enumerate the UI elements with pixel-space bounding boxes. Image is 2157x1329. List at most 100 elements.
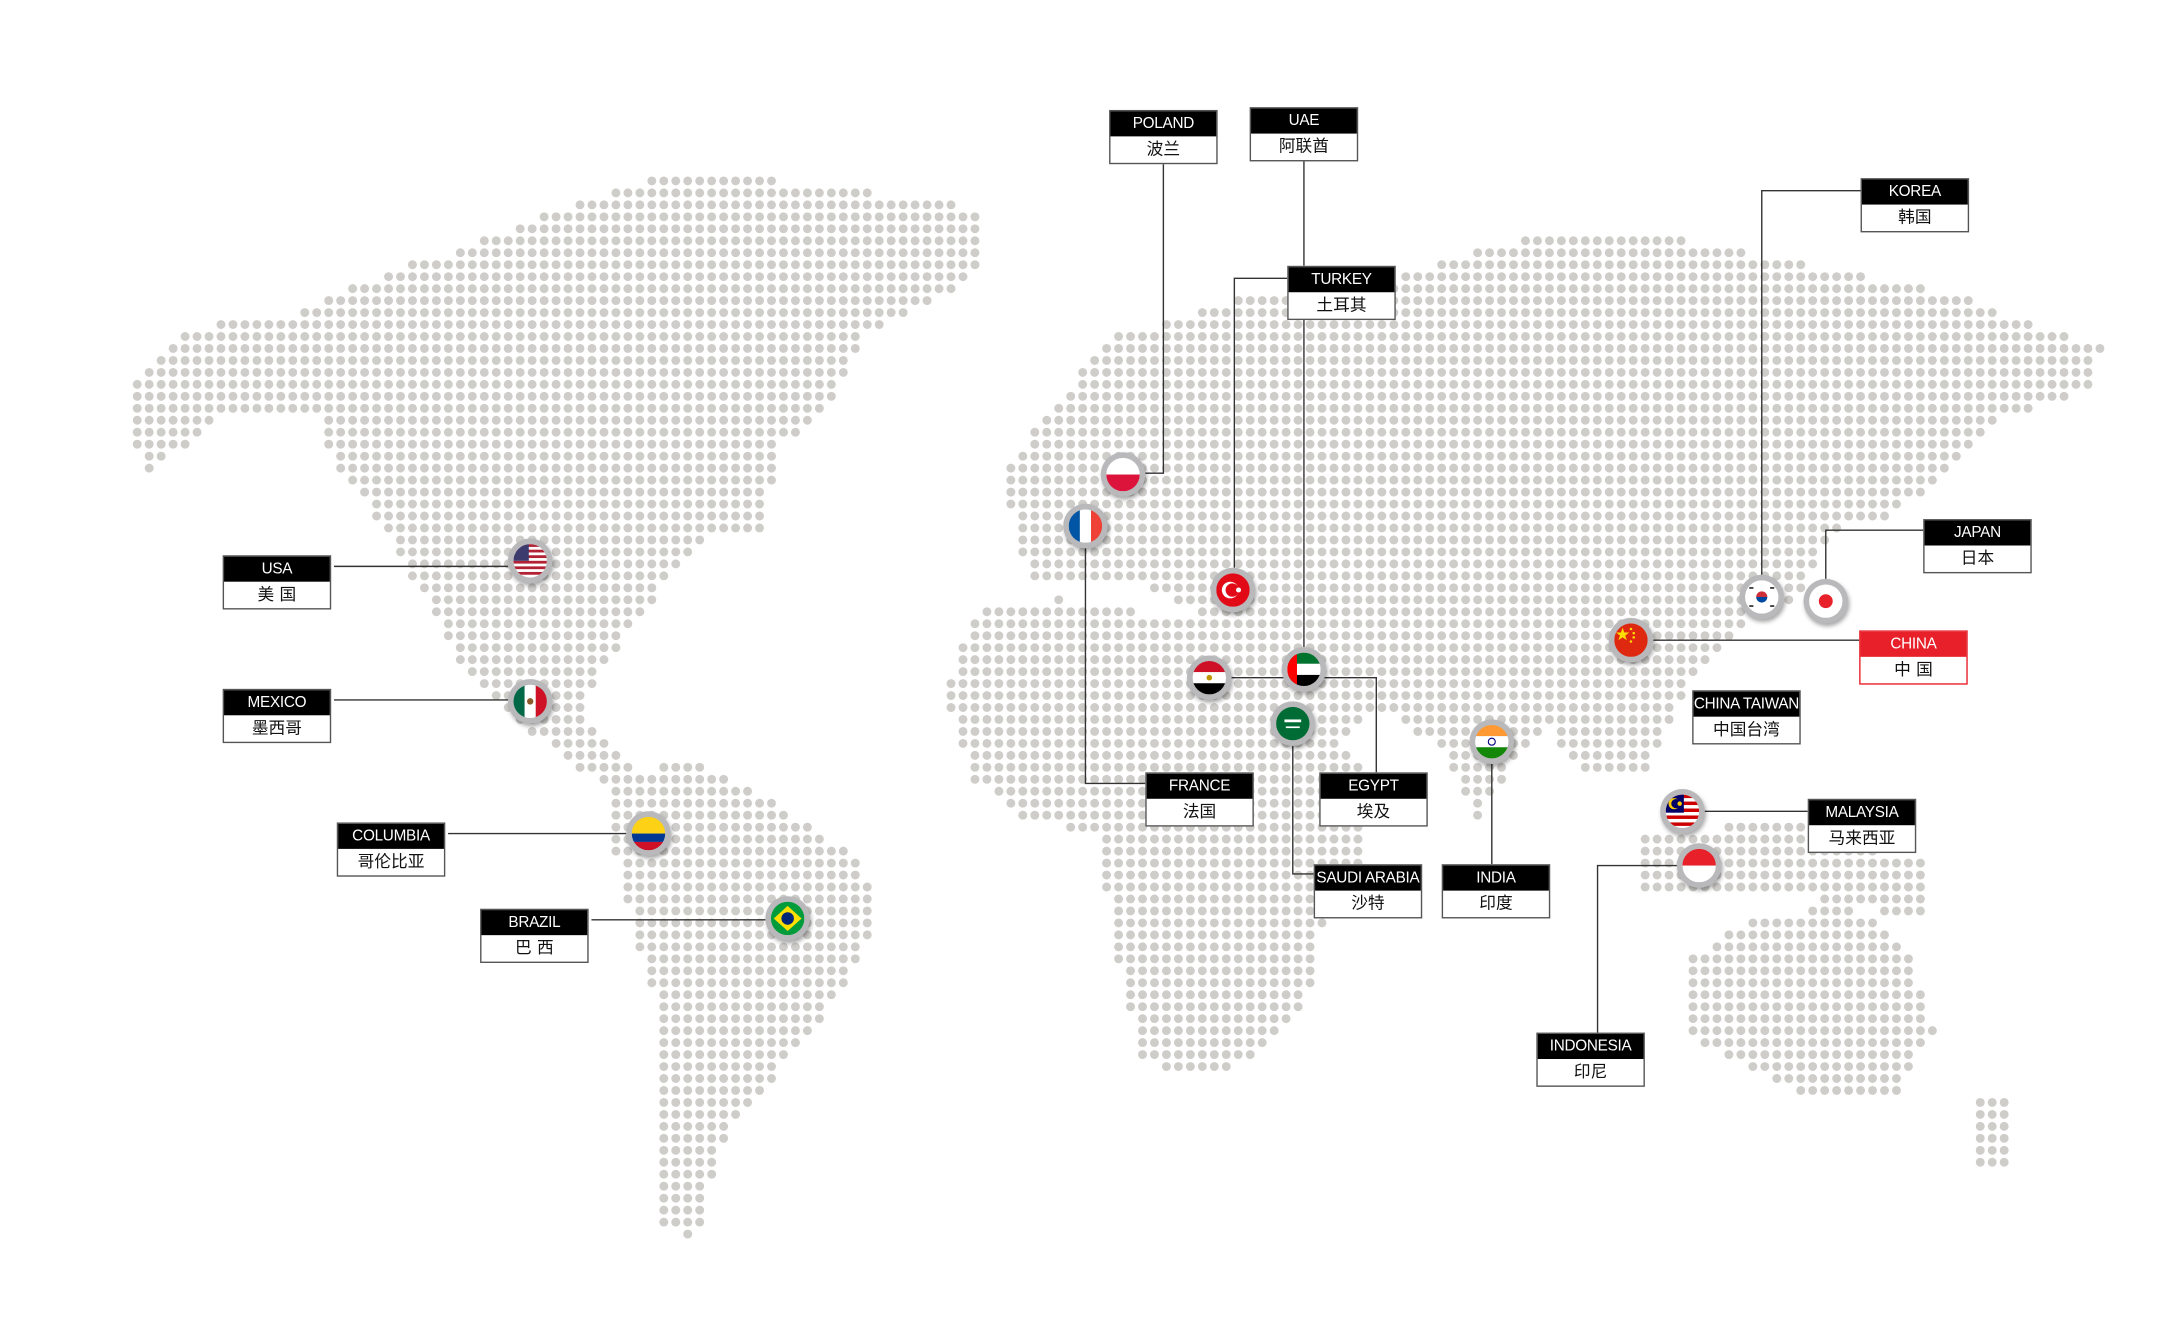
map-dot <box>384 272 393 282</box>
map-dot <box>1724 296 1734 306</box>
map-dot <box>707 296 717 306</box>
map-dot <box>946 236 956 246</box>
map-dot <box>1233 296 1243 306</box>
map-dot <box>922 212 932 222</box>
map-dot <box>707 176 717 186</box>
map-dot <box>1808 296 1818 306</box>
map-dot <box>790 236 800 246</box>
map-dot <box>862 296 872 306</box>
map-dot <box>324 296 334 306</box>
map-dot <box>755 284 764 294</box>
map-dot <box>695 212 705 222</box>
map-dot <box>695 260 705 270</box>
map-dot <box>922 200 932 210</box>
map-dot <box>1724 272 1734 282</box>
map-dot <box>539 260 549 270</box>
map-dot <box>647 284 657 294</box>
map-dot <box>826 284 836 294</box>
map-dot <box>683 248 693 258</box>
map-dot <box>1532 236 1542 246</box>
map-dot <box>838 188 848 198</box>
map-dot <box>503 260 513 270</box>
map-dot <box>372 296 382 306</box>
map-dot <box>1401 296 1411 306</box>
map-dot <box>1580 272 1590 282</box>
map-dot <box>910 224 920 234</box>
map-dot <box>599 284 609 294</box>
map-dot <box>790 188 800 198</box>
map-dot <box>1556 260 1566 270</box>
map-dot <box>1640 236 1650 246</box>
map-dot <box>419 284 429 294</box>
map-dot <box>1712 272 1722 282</box>
map-dot <box>970 224 980 234</box>
map-dot <box>396 272 405 282</box>
map-dot <box>1628 236 1638 246</box>
map-dot <box>826 260 836 270</box>
map-dot <box>527 224 537 234</box>
map-dot <box>826 224 836 234</box>
map-dot <box>850 284 860 294</box>
map-dot <box>419 272 429 282</box>
map-dot <box>1616 260 1626 270</box>
map-dot <box>515 308 525 318</box>
map-dot <box>611 284 621 294</box>
map-dot <box>1700 260 1710 270</box>
map-dot <box>539 248 549 258</box>
map-dot <box>862 248 872 258</box>
map-dot <box>946 284 956 294</box>
map-dot <box>1461 296 1471 306</box>
map-dot <box>1604 248 1614 258</box>
map-dot <box>1604 284 1614 294</box>
map-dot <box>755 236 764 246</box>
map-dot <box>779 248 788 258</box>
map-dot <box>1592 272 1602 282</box>
map-dot <box>659 296 669 306</box>
map-dot <box>551 236 561 246</box>
map-dot <box>623 236 633 246</box>
map-dot <box>1521 296 1530 306</box>
map-dot <box>779 236 788 246</box>
map-dot <box>671 296 681 306</box>
map-dot <box>1688 272 1698 282</box>
map-dot <box>587 236 597 246</box>
map-dot <box>635 272 645 282</box>
map-dot <box>1880 284 1889 294</box>
map-dot <box>1652 236 1662 246</box>
map-dot <box>1437 284 1447 294</box>
map-dot <box>635 296 645 306</box>
map-dot <box>1772 284 1782 294</box>
map-dot <box>623 188 633 198</box>
map-dot <box>802 200 812 210</box>
map-dot <box>695 248 705 258</box>
map-dot <box>946 260 956 270</box>
map-dot <box>575 236 585 246</box>
map-dot <box>659 200 669 210</box>
map-dot <box>671 212 681 222</box>
map-dot <box>743 272 753 282</box>
map-dot <box>467 284 477 294</box>
map-dot <box>1604 272 1614 282</box>
map-dot <box>779 188 788 198</box>
map-dot <box>647 236 657 246</box>
map-dot <box>515 260 525 270</box>
map-dot <box>1688 248 1698 258</box>
map-dot <box>1676 272 1686 282</box>
map-dot <box>408 308 417 318</box>
map-dot <box>348 284 358 294</box>
map-dot <box>1401 284 1411 294</box>
map-dot <box>348 296 358 306</box>
map-dot <box>1425 296 1435 306</box>
map-dot <box>934 248 944 258</box>
map-dot <box>1664 248 1674 258</box>
map-dot <box>731 272 741 282</box>
map-dot <box>743 212 753 222</box>
map-dot <box>587 308 597 318</box>
map-dot <box>1532 260 1542 270</box>
map-dot <box>850 248 860 258</box>
map-dot <box>611 200 621 210</box>
map-dot <box>647 260 657 270</box>
map-dot <box>790 248 800 258</box>
map-dot <box>1497 260 1506 270</box>
map-dot <box>1461 284 1471 294</box>
